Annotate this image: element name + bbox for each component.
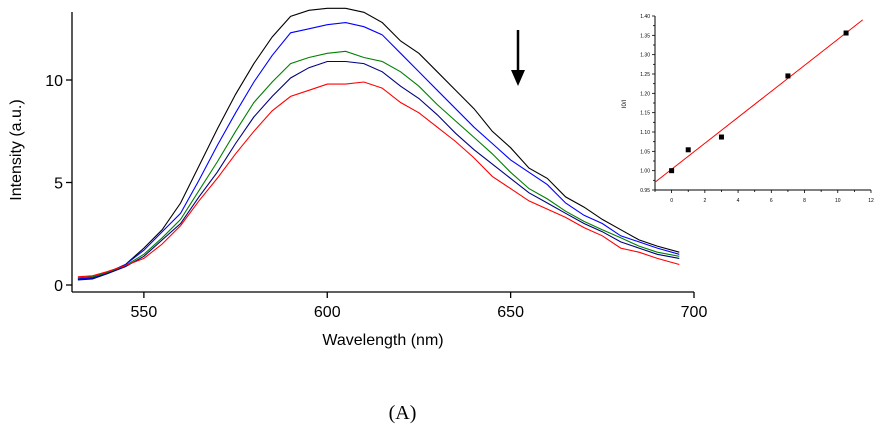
inset-y-tick-label: 1.35	[640, 33, 650, 39]
y-axis-title: Intensity (a.u.)	[8, 99, 25, 200]
inset-data-point	[718, 134, 724, 140]
inset-y-tick-label: 1.30	[640, 53, 650, 59]
y-tick-label: 0	[54, 278, 63, 295]
inset-y-tick-label: 1.40	[640, 14, 650, 20]
inset-y-tick-label: 1.05	[640, 149, 650, 155]
inset-fit-line	[654, 19, 864, 183]
inset-data-point	[785, 73, 791, 79]
x-axis-title: Wavelength (nm)	[322, 332, 443, 349]
inset-y-axis-title: I0/I	[622, 100, 628, 109]
inset-chart: 0 2 4 6 8 10 12 0.95 1.00 1.05 1.10 1.15 1.20 1.25 1.3…	[622, 14, 874, 204]
inset-x-tick-label: 2	[703, 198, 706, 204]
x-tick-label: 650	[497, 304, 524, 321]
inset-y-tick-label: 1.20	[640, 91, 650, 97]
inset-x-tick-label: 6	[770, 198, 773, 204]
inset-points-group	[669, 30, 849, 174]
main-chart: 550 600 650 700 0 5 10 Wavelength (nm) Intensi…	[8, 7, 707, 349]
y-tick-label: 5	[54, 176, 63, 193]
inset-tick-labels: 0 2 4 6 8 10 12 0.95 1.00 1.05 1.10 1.15 1.20 1.25 1.3…	[640, 14, 874, 204]
x-tick-label: 700	[681, 304, 708, 321]
series-line-5	[77, 81, 680, 278]
inset-y-tick-label: 0.95	[640, 188, 650, 194]
decrease-arrow-icon	[511, 30, 525, 86]
inset-x-tick-label: 12	[868, 198, 874, 204]
inset-data-point	[843, 30, 849, 36]
main-tick-labels: 550 600 650 700 0 5 10	[45, 73, 707, 321]
inset-x-tick-label: 8	[803, 198, 806, 204]
series-line-1	[77, 7, 680, 280]
inset-y-tick-label: 1.00	[640, 169, 650, 175]
inset-data-point	[685, 147, 691, 153]
inset-x-tick-label: 10	[835, 198, 841, 204]
figure-caption: (A)	[388, 402, 417, 424]
x-tick-label: 550	[131, 304, 158, 321]
inset-axes	[652, 15, 872, 193]
inset-y-tick-label: 1.10	[640, 130, 650, 136]
inset-fit-line-group	[654, 19, 864, 183]
x-tick-label: 600	[314, 304, 341, 321]
main-series-group	[77, 7, 680, 281]
inset-x-tick-label: 4	[737, 198, 740, 204]
inset-y-tick-label: 1.15	[640, 111, 650, 117]
series-line-3	[77, 50, 680, 279]
y-tick-label: 10	[45, 73, 63, 90]
inset-y-tick-label: 1.25	[640, 72, 650, 78]
series-line-4	[77, 60, 680, 281]
series-line-2	[77, 22, 680, 280]
inset-x-tick-label: 0	[670, 198, 673, 204]
inset-data-point	[669, 168, 675, 174]
main-axes	[66, 12, 695, 298]
